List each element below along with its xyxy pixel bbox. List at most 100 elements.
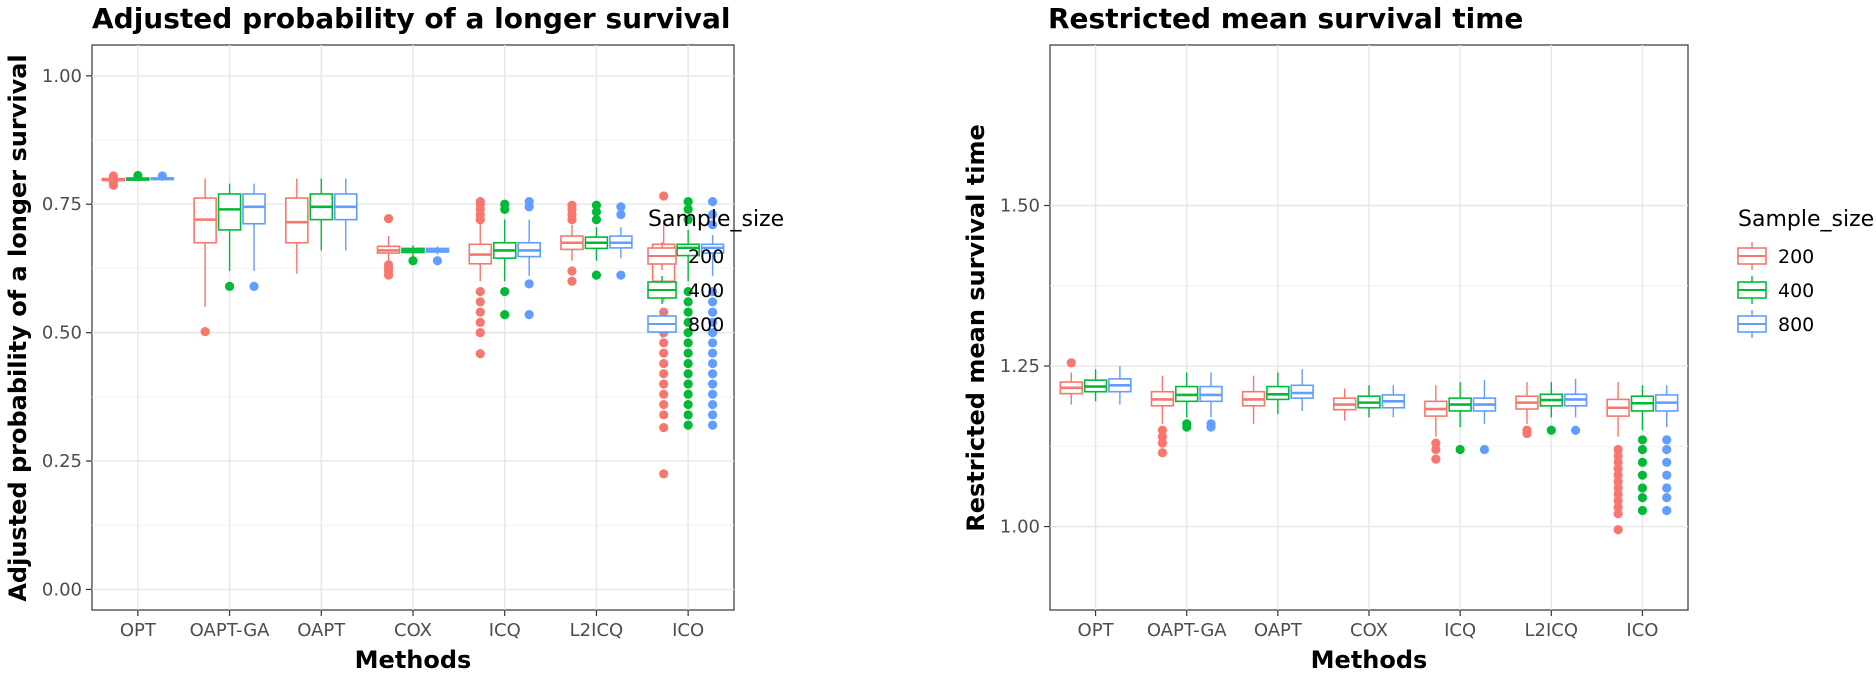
left-x-axis-title: Methods [355,646,472,673]
boxplot-oapt-ga-200 [193,178,217,337]
outlier-point [249,281,259,292]
outlier-point [708,348,718,358]
x-tick-label: ICQ [489,620,521,641]
outlier-point [1613,483,1623,493]
outlier-point [1662,444,1672,455]
boxplot-l2icq-800 [1563,378,1588,435]
boxplot-ico-400 [1630,385,1655,516]
outlier-point [1157,438,1168,448]
box [676,243,700,257]
outlier-point [708,209,718,220]
outlier-point [1662,493,1672,503]
outlier-point [708,297,718,307]
outlier-point [432,256,443,266]
outlier-point [1662,470,1672,480]
x-tick-label: OPT [1078,620,1115,641]
outlier-point [1613,457,1623,467]
boxplot-oapt-ga-400 [1174,372,1199,432]
right-gridlines [1050,45,1688,610]
outlier-point [475,328,485,338]
boxplot-icq-800 [1472,380,1497,455]
boxplot-opt-400 [126,170,150,182]
outlier-point [683,328,693,338]
outlier-point [1613,525,1623,535]
boxplot-oapt-800 [1290,369,1314,411]
boxplot-oapt-200 [1241,375,1266,424]
outlier-point [708,328,718,338]
outlier-point [1570,425,1581,435]
boxplot-oapt-400 [1266,372,1290,415]
right-legend: Sample_size 200 400 800 [1737,207,1874,338]
outlier-point [157,171,167,181]
outlier-point [475,307,485,317]
legend-key-400 [647,276,677,304]
box [285,197,309,244]
outlier-point [683,197,693,207]
outlier-point [1613,496,1623,506]
outlier-point [659,410,669,420]
outlier-point [659,469,669,479]
y-tick-label: 0.75 [42,194,82,215]
legend-title: Sample_size [648,207,784,232]
x-tick-label: OAPT [1254,620,1303,641]
outlier-point [475,349,485,359]
outlier-point [616,202,626,212]
outlier-point [1546,425,1556,435]
outlier-point [616,270,626,280]
outlier-point [1613,470,1623,480]
outlier-point [1662,505,1672,516]
boxplot-oapt-800 [333,178,358,251]
legend-key-800 [1737,310,1767,338]
outlier-point [567,200,577,210]
y-tick-label: 1.50 [1000,196,1040,217]
outlier-point [683,420,693,430]
outlier-point [1522,428,1532,439]
legend-label-200: 200 [688,246,724,268]
x-tick-label: L2ICQ [1525,620,1579,641]
outlier-point [683,348,693,358]
x-tick-label: ICO [672,620,704,641]
outlier-point [408,256,418,266]
outlier-point [224,281,235,292]
boxplot-l2icq-800 [609,202,633,280]
y-tick-label: 0.50 [42,323,82,344]
right-x-ticks: OPT OAPT-GA OAPT COX ICQ L2ICQ ICO [1078,610,1658,641]
legend-key-400 [1737,276,1767,304]
outlier-point [475,297,485,307]
boxplot-l2icq-200 [1515,382,1539,439]
outlier-point [524,197,534,207]
boxplot-oapt-ga-800 [242,183,266,292]
x-tick-label: COX [394,620,432,641]
left-y-axis-title: Adjusted probability of a longer surviva… [4,54,32,601]
outlier-point [1431,444,1441,455]
outlier-point [1479,444,1490,455]
outlier-point [383,214,394,224]
outlier-point [683,410,693,420]
boxplot-l2icq-200 [560,200,584,286]
boxplot-cox-400 [401,245,425,266]
outlier-point [659,348,669,358]
outlier-point [659,358,669,369]
outlier-point [591,200,602,210]
outlier-point [708,338,718,348]
outlier-point [683,215,693,225]
x-tick-label: OPT [120,620,157,641]
boxplot-ico-200 [1606,382,1630,535]
legend-key-200 [647,242,677,270]
outlier-point [1157,448,1168,458]
legend-title: Sample_size [1738,207,1874,232]
outlier-point [1613,476,1623,487]
legend-label-400: 400 [1778,280,1814,302]
y-tick-label: 1.25 [1000,356,1040,377]
outlier-point [1662,483,1672,493]
outlier-point [1637,483,1648,493]
outlier-point [708,197,718,207]
outlier-point [708,420,718,430]
outlier-point [683,338,693,348]
outlier-point [659,423,669,433]
outlier-point [659,379,669,389]
boxplot-opt-800 [1108,366,1132,405]
legend-label-800: 800 [688,314,724,336]
boxplot-opt-200 [101,171,126,190]
left-boxplots [101,170,725,479]
